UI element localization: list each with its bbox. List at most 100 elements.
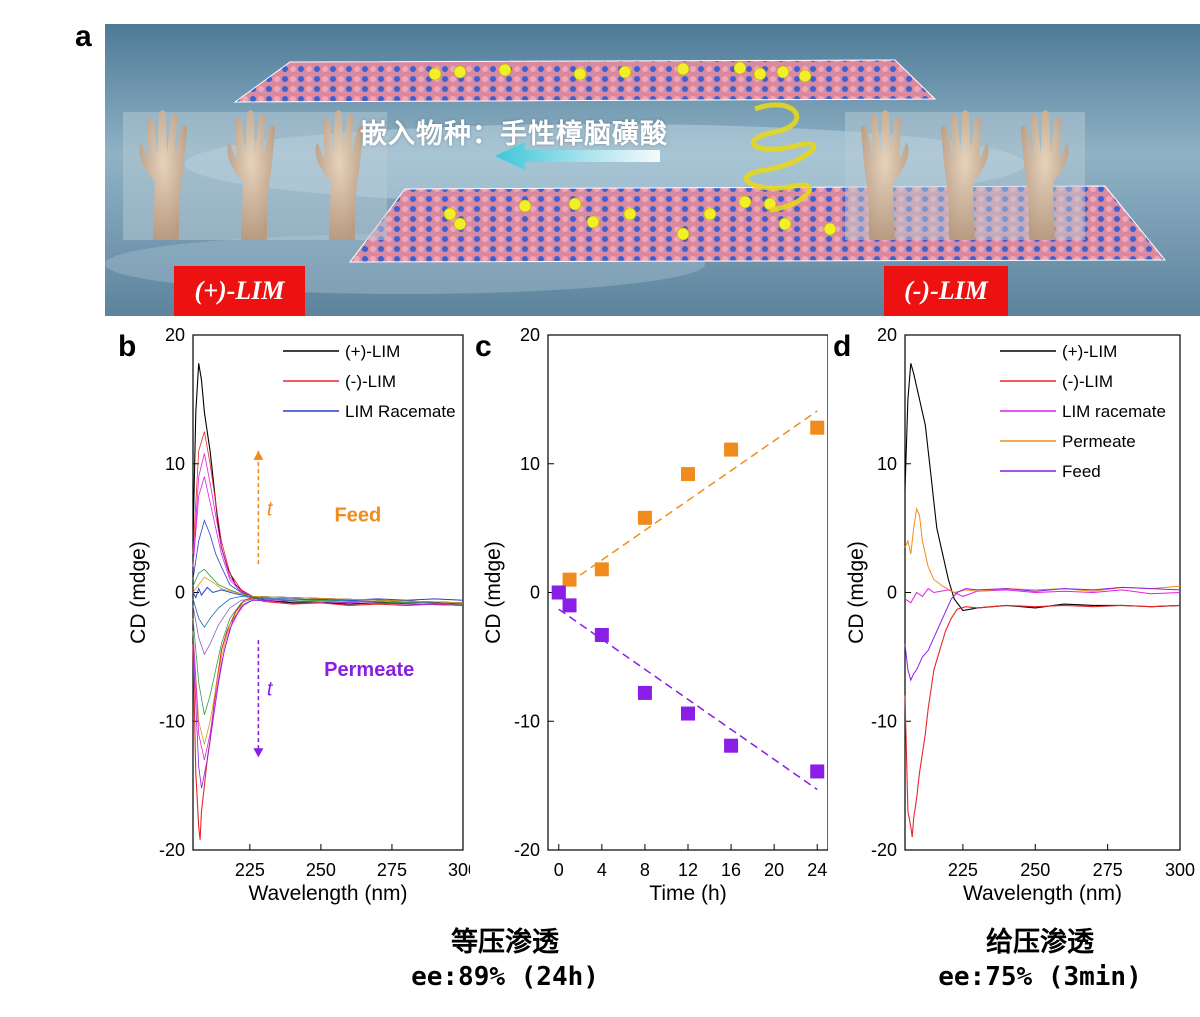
data-point-feed [594,562,609,577]
time-arrow-head [253,748,264,758]
legend-label: Feed [1062,462,1101,481]
panel-letter-b: b [118,330,137,363]
annotation-permeate: Permeate [324,659,414,681]
legend-label: (-)-LIM [345,372,396,391]
x-tick-label: 275 [1093,860,1123,880]
data-point-feed [724,442,739,457]
series-line-time-9 [192,595,464,629]
x-tick-label: 225 [948,860,978,880]
data-point-feed [810,420,825,435]
top-nanosheet [233,59,937,103]
minus-lim-label: (-)-LIM [884,266,1008,316]
y-tick-label: 10 [877,454,897,474]
series-line-time-11 [192,598,464,715]
data-point-permeate [681,706,695,721]
series-line-time-6 [192,519,464,604]
chart-b-cd-spectra: -20 -10 0 10 20 225 250 275 300 Wavelength (nm) CD… [127,325,470,905]
panel-letter-c: c [475,330,492,363]
x-tick-label: 0 [554,860,564,880]
x-tick-label: 225 [235,860,265,880]
series-line-permeate [904,507,1181,594]
y-tick-label: -20 [159,840,185,860]
series-line--lim [904,363,1181,612]
x-axis-label: Wavelength (nm) [963,882,1122,905]
plus-lim-label: (+)-LIM [174,266,305,316]
chart-c-cd-vs-time: -20 -10 0 10 20 0 4 8 12 16 20 24 Time (h) CD (mdge) [482,325,828,905]
legend-label: (+)-LIM [1062,342,1117,361]
proton-ions [428,61,837,241]
x-tick-label: 24 [807,860,827,880]
y-tick-label: -10 [514,711,540,731]
y-tick-label: 10 [165,454,185,474]
data-point-permeate [637,685,652,700]
x-tick-label: 12 [678,860,698,880]
y-axis-label: CD (mdge) [845,541,868,644]
caption-isobaric-ee: ee:89% (24h) [411,962,599,992]
x-tick-label: 275 [377,860,407,880]
x-tick-label: 4 [597,860,607,880]
data-point-permeate [810,764,825,779]
legend-label: LIM racemate [1062,402,1166,421]
x-tick-label: 250 [306,860,336,880]
panel-letter-a: a [75,20,92,53]
x-tick-label: 300 [1165,860,1195,880]
caption-pressurized-ee: ee:75% (3min) [938,962,1142,992]
illustration-graphic [105,24,1200,316]
chart-d-cd-spectra: -20 -10 0 10 20 225 250 275 300 Wavelength (nm) CD… [845,325,1195,905]
series-line-feed [904,586,1181,682]
series-line--lim [192,597,464,840]
caption-pressurized-title: 给压渗透 [986,927,1094,958]
series-line-time-3 [192,431,464,604]
x-axis-label: Time (h) [649,882,726,905]
y-tick-label: 10 [520,454,540,474]
legend-label: (+)-LIM [345,342,400,361]
x-axis-label: Wavelength (nm) [248,882,407,905]
series-line-time-13 [192,599,464,760]
y-tick-label: 0 [887,583,897,603]
y-tick-label: -20 [871,840,897,860]
plot-frame [547,334,828,851]
series-line--lim [904,604,1181,838]
series-line-time-14 [192,599,464,789]
data-point-permeate [724,738,739,753]
legend-label: Permeate [1062,432,1136,451]
series-line-time-8 [192,576,464,604]
caption-isobaric-title: 等压渗透 [451,927,559,958]
series-line-time-4 [192,453,464,604]
data-point-permeate [551,585,566,600]
left-hands-illustration [123,110,387,240]
annotation-feed: Feed [334,505,381,527]
legend-label: (-)-LIM [1062,372,1113,391]
y-tick-label: -10 [871,711,897,731]
y-axis-label: CD (mdge) [127,541,150,644]
y-tick-label: 20 [520,325,540,345]
y-tick-label: 20 [877,325,897,345]
data-point-feed [681,467,695,482]
panel-letter-d: d [833,330,852,363]
y-axis-label: CD (mdge) [482,541,505,644]
x-tick-label: 16 [721,860,741,880]
y-tick-label: 0 [175,583,185,603]
data-point-permeate [594,627,609,642]
legend-label: LIM Racemate [345,402,456,421]
time-arrow-head [253,450,264,460]
x-tick-label: 20 [764,860,784,880]
y-tick-label: -10 [159,711,185,731]
right-hands-illustration [845,110,1085,240]
annotation-t: t [267,498,274,520]
x-tick-label: 300 [448,860,470,880]
series-line-lim-racemate [192,586,464,601]
chiral-helix [743,102,817,213]
intercalation-illustration: 嵌入物种：手性樟脑磺酸 (+)-LIM (-)-LIM [105,24,1200,316]
left-arrow-icon [495,142,660,170]
data-point-feed [637,510,652,525]
y-tick-label: 20 [165,325,185,345]
annotation-t: t [267,679,274,701]
series-line-time-10 [192,598,464,656]
y-tick-label: -20 [514,840,540,860]
series-line-lim-racemate [904,587,1181,604]
intercalant-caption: 嵌入物种：手性樟脑磺酸 [360,119,668,150]
data-point-permeate [562,598,577,613]
data-point-feed [562,572,577,587]
linear-fit-line [558,410,818,591]
